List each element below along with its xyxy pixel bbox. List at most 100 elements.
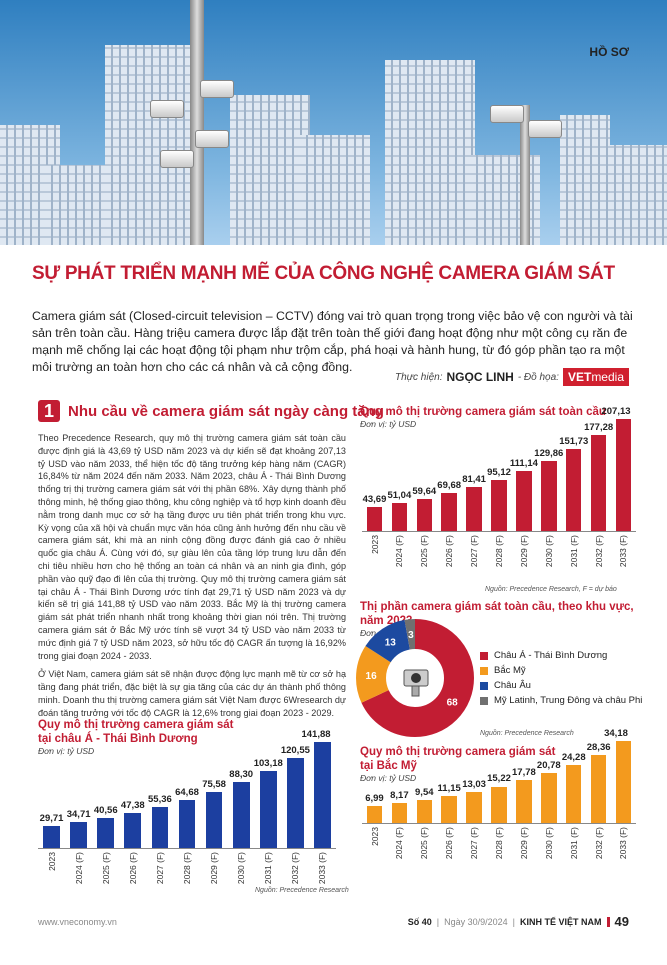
x-tick-label: 2028 (F) [494,535,504,568]
logo-light: media [591,370,624,384]
regional-share-donut-chart: 68 16 13 3 [356,619,474,737]
section-tag: HỒ SƠ [589,45,629,59]
data-label: 20,78 [536,760,561,772]
bar [541,773,557,823]
global-market-chart-header: Quy mô thị trường camera giám sát toàn c… [360,405,640,429]
x-tick-label: 2026 (F) [444,535,455,568]
x-tick-label: 2025 (F) [419,827,430,860]
data-label: 17,78 [512,767,536,779]
x-tick-label: 2032 (F) [593,827,604,860]
apac-market-chart-header: Quy mô thị trường camera giám sát tại ch… [38,718,238,756]
x-tick-label: 2030 (F) [543,535,554,568]
byline: Thực hiện: NGỌC LINH - Đồ họa: VETmedia [395,368,629,386]
legend-item: Mỹ Latinh, Trung Đông và châu Phi [480,695,650,706]
x-tick-label: 2027 (F) [469,535,480,568]
x-tick-label: 2027 (F) [154,852,165,885]
bar [151,806,169,848]
byline-label: Thực hiện: [395,371,443,383]
data-label: 55,36 [148,793,172,805]
hero-illustration [0,0,667,245]
legend-swatch [480,666,488,675]
bar [205,791,223,848]
data-label: 8,17 [390,790,409,802]
magazine-name: KINH TẾ VIỆT NAM [520,916,602,927]
bar [416,800,432,823]
data-label: 177,28 [584,422,614,434]
x-tick-label: 2030 (F) [543,827,554,860]
page-footer: Số 40 | Ngày 30/9/2024 | KINH TẾ VIỆT NAM … [407,914,629,929]
bar [566,764,582,823]
x-tick-label: 2032 (F) [290,852,301,885]
bar [314,742,331,848]
slice-label: 16 [366,671,378,682]
x-tick-label: 2028 (F) [182,852,192,885]
bar [124,812,142,848]
bar [391,803,408,823]
chart-title: Thị phần camera giám sát toàn cầu, theo … [360,601,634,627]
cctv-camera-icon [160,150,194,168]
x-tick-label: 2024 (F) [73,852,84,885]
apac-market-bar-chart: 29,71 2023 34,71 2024 (F) 40,56 2025 (F) 47,38… [38,728,336,884]
pie-slice [356,619,474,737]
bar [541,460,557,531]
bar [70,822,88,848]
data-label: 120,55 [280,744,310,756]
slice-label: 68 [447,698,459,709]
data-label: 6,99 [365,793,384,805]
legend-swatch [480,681,488,690]
data-label: 111,14 [509,457,538,469]
legend-label: Châu Á - Thái Bình Dương [494,650,608,661]
bar [516,780,532,823]
data-label: 151,73 [559,435,589,447]
graphics-label: - Đồ họa: [517,371,559,383]
x-tick-label: 2023 [46,852,57,871]
section-number: 1 [38,400,60,422]
cctv-camera-icon [403,669,429,697]
data-label: 75,58 [202,778,226,790]
data-label: 43,69 [362,494,387,506]
cctv-camera-icon [200,80,234,98]
chart-title: Quy mô thị trường camera giám sát tại Bắ… [360,746,556,772]
vetmedia-logo: VETmedia [562,368,629,386]
lead-paragraph: Camera giám sát (Closed-circuit televisi… [32,309,633,374]
legend-label: Châu Âu [494,680,531,691]
bar [43,825,60,848]
chart-unit: Đơn vị: tỷ USD [360,773,417,783]
chart-unit: Đơn vị: tỷ USD [360,419,417,429]
section-title: Nhu cầu về camera giám sát ngày càng tăn… [68,402,384,420]
bar [466,791,482,823]
body-paragraph: Ở Việt Nam, camera giám sát sẽ nhận được… [38,669,346,718]
page-number: 49 [614,914,629,929]
data-label: 34,71 [66,809,91,821]
x-tick-label: 2023 [369,535,380,554]
chart-source: Nguồn: Precedence Research [255,887,349,894]
bar [615,741,632,823]
bar [259,770,277,848]
data-label: 207,13 [601,406,631,417]
cctv-camera-icon [150,100,184,118]
bar [441,493,457,531]
legend-label: Bắc Mỹ [494,665,526,676]
x-tick-label: 2033 (F) [618,827,629,860]
legend-item: Bắc Mỹ [480,665,650,676]
data-label: 47,38 [120,799,145,811]
data-label: 28,36 [586,741,611,753]
x-tick-label: 2024 (F) [394,827,405,860]
bar [97,817,115,848]
x-tick-label: 2025 (F) [100,852,111,885]
data-label: 59,64 [412,485,437,497]
x-tick-label: 2023 [369,827,380,846]
website-url: www.vneconomy.vn [38,917,117,927]
chart-title: Quy mô thị trường camera giám sát tại ch… [38,719,234,745]
slice-label: 3 [408,630,414,641]
x-tick-label: 2030 (F) [236,852,247,885]
bar [441,796,457,823]
x-tick-label: 2026 (F) [127,852,138,885]
x-tick-label: 2033 (F) [317,852,328,885]
legend-label: Mỹ Latinh, Trung Đông và châu Phi [494,695,643,706]
bar [566,448,582,531]
x-axis [362,823,636,824]
chart-source: Nguồn: Precedence Research, F = dự báo [485,586,617,593]
bar [516,470,532,531]
bar [286,757,304,848]
